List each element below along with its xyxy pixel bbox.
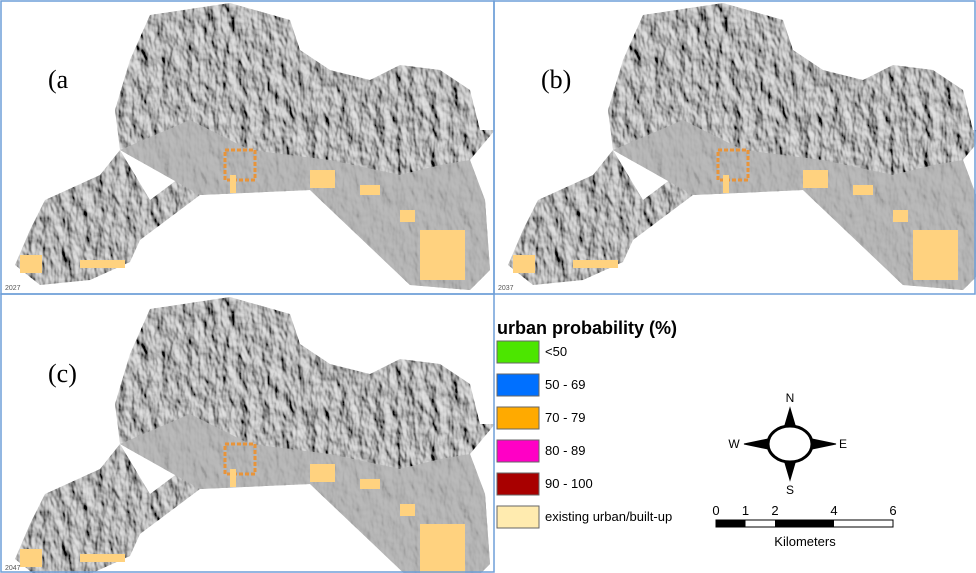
map <box>15 3 495 290</box>
compass-w: W <box>728 437 740 451</box>
legend-swatch <box>497 440 539 462</box>
scale-tick-label: 2 <box>771 503 778 518</box>
legend-swatch <box>497 374 539 396</box>
compass-n: N <box>786 391 795 405</box>
legend-label: 70 - 79 <box>545 410 585 425</box>
legend-swatch <box>497 341 539 363</box>
scale-tick-label: 6 <box>889 503 896 518</box>
panel-label: (c) <box>48 359 77 388</box>
legend-label: 80 - 89 <box>545 443 585 458</box>
panel-year: 2047 <box>5 565 21 572</box>
legend-label: 90 - 100 <box>545 476 593 491</box>
map-panel: (a 2027 <box>5 3 495 292</box>
legend-title: urban probability (%) <box>497 318 677 338</box>
legend-label: existing urban/built-up <box>545 509 672 524</box>
panel-year: 2037 <box>498 285 514 292</box>
scale-tick-label: 0 <box>712 503 719 518</box>
scale-unit: Kilometers <box>774 534 836 549</box>
map <box>508 3 976 290</box>
panel-label: (a <box>48 65 69 94</box>
legend-swatch <box>497 407 539 429</box>
legend-swatch <box>497 506 539 528</box>
scale-segment <box>775 520 834 527</box>
scale-segment <box>716 520 746 527</box>
map <box>15 297 495 573</box>
compass-s: S <box>786 483 794 497</box>
compass-e: E <box>839 437 847 451</box>
legend-label: 50 - 69 <box>545 377 585 392</box>
legend-label: <50 <box>545 344 567 359</box>
panel-year: 2027 <box>5 285 21 292</box>
map-panel: (b) 2037 <box>498 3 976 292</box>
legend-swatch <box>497 473 539 495</box>
panel-label: (b) <box>541 65 571 94</box>
scale-tick-label: 4 <box>830 503 837 518</box>
scale-tick-label: 1 <box>742 503 749 518</box>
figure: (a 2027 (b) 2037 (c) 2047 urban probability (… <box>0 0 976 573</box>
compass <box>744 408 836 480</box>
map-panel: (c) 2047 <box>5 297 495 573</box>
